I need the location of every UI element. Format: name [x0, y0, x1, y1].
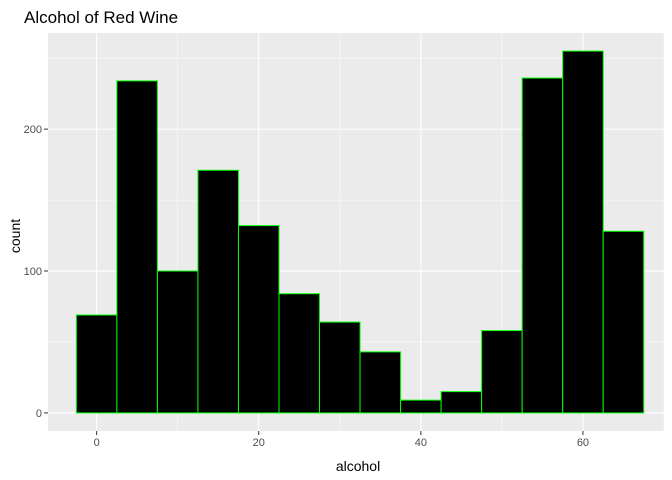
x-tick-label: 20 [253, 437, 265, 449]
y-axis-ticks: 0 100 200 [24, 124, 48, 420]
histogram-bars [75, 50, 645, 414]
histogram-bar [359, 351, 402, 414]
histogram-bar [481, 330, 523, 414]
histogram-bar [197, 169, 239, 414]
histogram-bar [400, 399, 442, 414]
y-tick-label: 0 [36, 408, 42, 420]
histogram-bar [319, 321, 361, 414]
histogram-bar [440, 391, 483, 414]
histogram-bar [602, 230, 645, 414]
x-axis-title: alcohol [336, 458, 380, 474]
histogram-bar [156, 270, 199, 414]
y-tick-label: 100 [24, 266, 42, 278]
histogram-bar [521, 77, 564, 414]
histogram-bar [278, 293, 321, 414]
x-tick-label: 60 [577, 437, 589, 449]
histogram-bar [116, 80, 158, 414]
histogram-bar [237, 225, 280, 414]
chart-title: Alcohol of Red Wine [24, 8, 178, 27]
histogram-bar [562, 50, 604, 414]
x-tick-label: 0 [94, 437, 100, 449]
x-axis-ticks: 0 20 40 60 [94, 431, 589, 449]
histogram-bar [75, 314, 118, 414]
x-tick-label: 40 [415, 437, 427, 449]
y-axis-title: count [7, 219, 23, 253]
y-tick-label: 200 [24, 124, 42, 136]
